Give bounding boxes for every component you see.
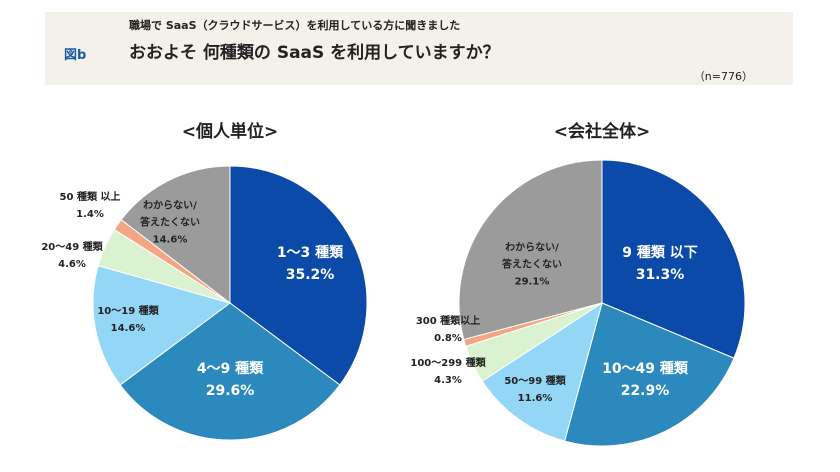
slice-category: 50 種類 以上 — [59, 192, 121, 203]
pie-slice — [601, 159, 746, 359]
slice-value: 1.4% — [76, 209, 104, 220]
slice-value: 29.1% — [514, 276, 550, 288]
pie-slice — [92, 264, 232, 386]
pie-slice — [564, 302, 735, 447]
slice-label: 9 種類 以下 31.3% — [622, 242, 698, 286]
slice-label: わからない/答えたくない 29.1% — [502, 240, 562, 291]
slice-category: 10〜19 種類 — [97, 306, 159, 317]
slice-label: 10〜49 種類 22.9% — [602, 358, 688, 402]
slice-category: 4〜9 種類 — [196, 361, 264, 377]
pie-slice — [229, 165, 368, 386]
pie-slice — [119, 302, 341, 441]
header-band: 職場で SaaS（クラウドサービス）を利用している方に聞きました 図b おおよそ… — [45, 12, 793, 85]
slice-label: 100〜299 種類 4.3% — [410, 355, 485, 389]
slice-category: 答えたくない — [140, 217, 200, 229]
slice-category: 300 種類以上 — [415, 316, 481, 327]
pie-slice — [481, 301, 603, 442]
slice-category: 50〜99 種類 — [504, 376, 566, 387]
slice-label: 50 種類 以上 1.4% — [60, 189, 121, 223]
slice-label: 4〜9 種類 29.6% — [197, 358, 263, 402]
pie-slice — [458, 159, 603, 341]
slice-value: 11.6% — [517, 393, 553, 404]
slice-category: 10〜49 種類 — [602, 361, 688, 377]
slice-value: 29.6% — [205, 383, 255, 399]
slice-value: 4.6% — [58, 259, 86, 270]
slice-label: わからない/答えたくない 14.6% — [140, 198, 200, 249]
slice-value: 14.6% — [152, 234, 188, 246]
slice-value: 0.8% — [434, 333, 462, 344]
slice-category: 20〜49 種類 — [41, 242, 103, 253]
sample-size: （n=776） — [693, 70, 753, 83]
slice-category: 1〜3 種類 — [276, 245, 344, 261]
slice-value: 35.2% — [285, 267, 335, 283]
chart-title: おおよそ 何種類の SaaS を利用していますか？ — [129, 43, 500, 63]
figure-label: 図b — [64, 48, 87, 63]
slice-category: 答えたくない — [502, 259, 562, 271]
slice-label: 50〜99 種類 11.6% — [504, 373, 565, 407]
pie-slice — [120, 165, 231, 305]
subtitle: 職場で SaaS（クラウドサービス）を利用している方に聞きました — [129, 19, 461, 32]
slice-value: 31.3% — [635, 267, 685, 283]
pie-title-individual: <個人単位> — [181, 122, 279, 142]
slice-category: 100〜299 種類 — [410, 358, 486, 369]
slice-label: 300 種類以上 0.8% — [416, 313, 480, 347]
slice-value: 4.3% — [434, 375, 462, 386]
slice-category: わからない/ — [505, 242, 559, 254]
slice-label: 1〜3 種類 35.2% — [277, 242, 343, 286]
slice-label: 20〜49 種類 4.6% — [41, 239, 102, 273]
pie-title-company: <会社全体> — [553, 122, 651, 142]
slice-value: 22.9% — [620, 383, 670, 399]
slice-label: 10〜19 種類 14.6% — [97, 303, 158, 337]
slice-category: 9 種類 以下 — [622, 245, 698, 261]
slice-value: 14.6% — [110, 323, 146, 334]
slice-category: わからない/ — [143, 200, 197, 212]
